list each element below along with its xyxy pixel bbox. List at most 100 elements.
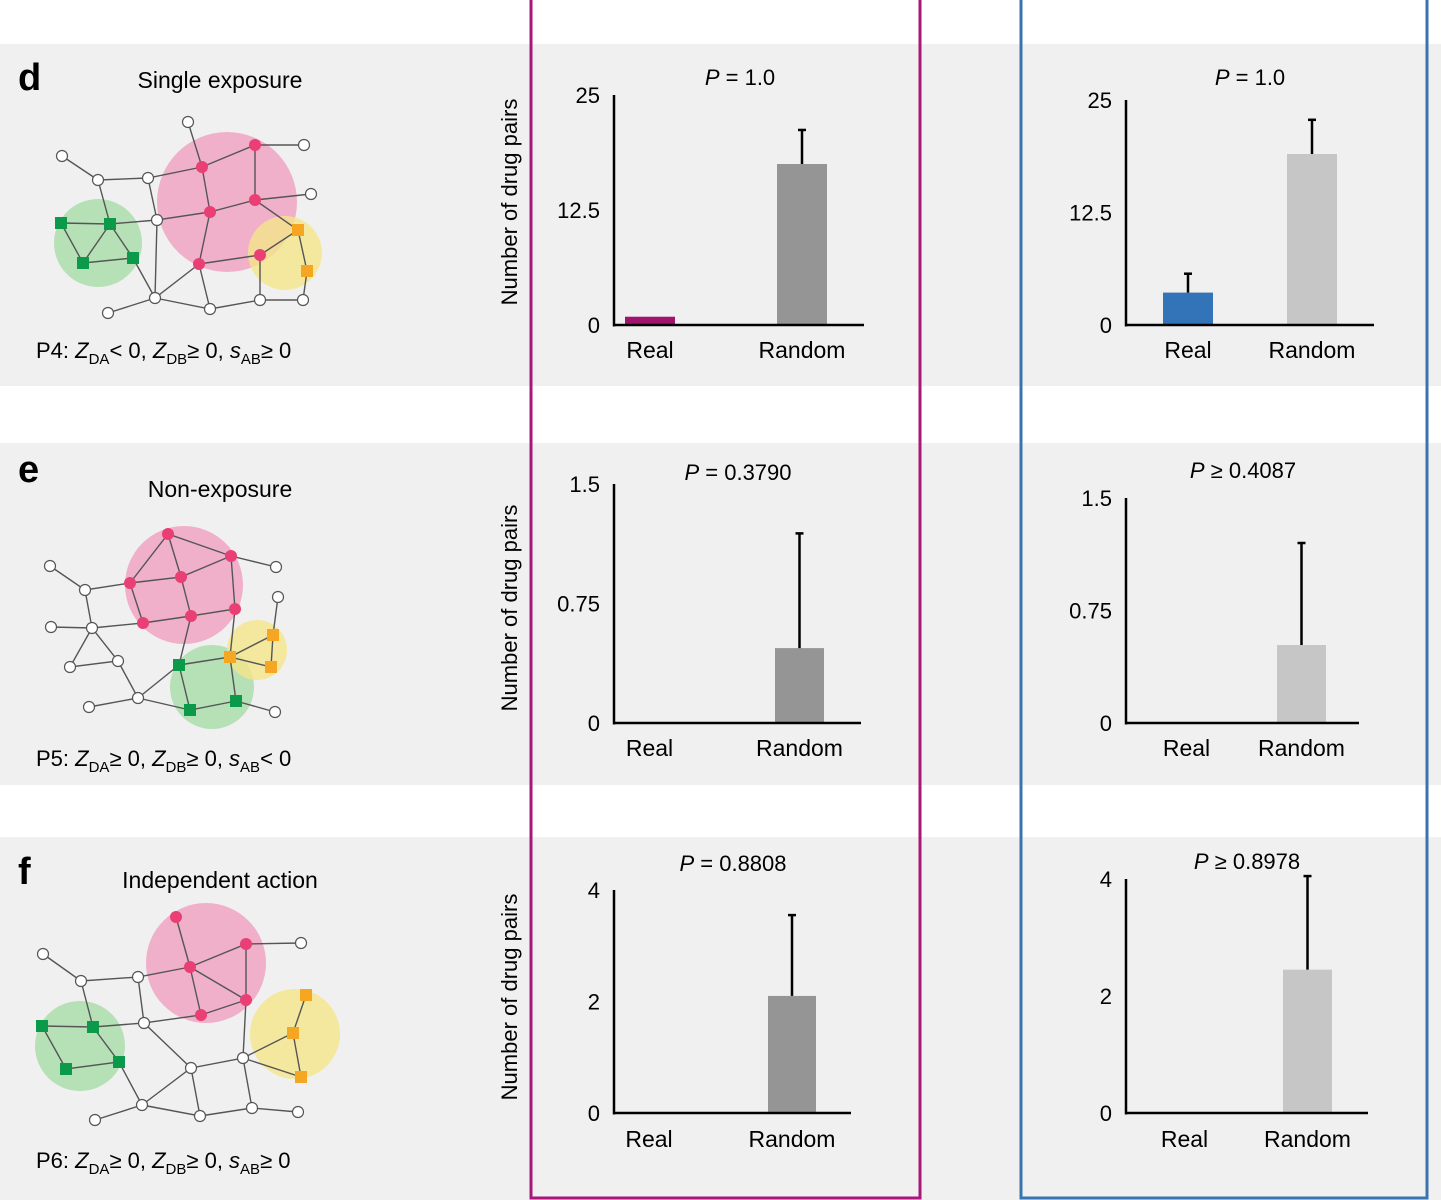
node bbox=[148, 291, 162, 305]
row-e-labels: e Non-exposure P5: ZDA≥ 0, ZDB≥ 0, sAB< … bbox=[18, 449, 292, 776]
chart-f-right: 0 2 4 Real Random P ≥ 0.8978 bbox=[1100, 849, 1368, 1152]
node bbox=[297, 138, 311, 152]
node bbox=[181, 115, 195, 129]
network-nodes bbox=[55, 115, 318, 320]
row-f-labels: f Independent action P6: ZDA≥ 0, ZDB≥ 0,… bbox=[18, 851, 318, 1178]
y-tick-label: 25 bbox=[1088, 88, 1112, 113]
module-pink bbox=[146, 903, 266, 1023]
cond-sep: , bbox=[217, 1148, 229, 1173]
node bbox=[113, 1056, 125, 1068]
node bbox=[184, 1061, 198, 1075]
node bbox=[131, 970, 145, 984]
x-tick-label-real: Real bbox=[625, 1126, 672, 1152]
node bbox=[78, 583, 92, 597]
cond-z: Z bbox=[74, 746, 90, 771]
node bbox=[127, 252, 139, 264]
node bbox=[101, 306, 115, 320]
bar-random bbox=[777, 164, 827, 325]
node bbox=[82, 700, 96, 714]
node bbox=[301, 265, 313, 277]
node bbox=[240, 994, 252, 1006]
node bbox=[265, 661, 277, 673]
node bbox=[296, 293, 310, 307]
condition-f: P6: ZDA≥ 0, ZDB≥ 0, sAB≥ 0 bbox=[36, 1148, 290, 1178]
node bbox=[287, 1027, 299, 1039]
y-axis-label-f: Number of drug pairs bbox=[497, 894, 522, 1101]
cond-zb-op: ≥ 0 bbox=[187, 338, 217, 363]
node bbox=[304, 187, 318, 201]
cond-sep: , bbox=[141, 338, 153, 363]
node bbox=[137, 1016, 151, 1030]
network-nodes bbox=[36, 911, 312, 1127]
chart-d-left: 0 12.5 25 Real Random P = 1.0 bbox=[557, 65, 864, 363]
node bbox=[268, 705, 282, 719]
chart-e-right: 0 0.75 1.5 Real Random P ≥ 0.4087 bbox=[1069, 458, 1359, 761]
node bbox=[295, 1071, 307, 1083]
y-tick-label: 0 bbox=[1100, 711, 1112, 736]
node bbox=[141, 171, 155, 185]
node bbox=[196, 161, 208, 173]
p-value: = 1.0 bbox=[1230, 65, 1286, 90]
charts: 0 12.5 25 Real Random P = 1.0 0 12.5 25 Real Rando… bbox=[557, 65, 1374, 1152]
cond-s-op: < 0 bbox=[260, 746, 291, 771]
node bbox=[111, 654, 125, 668]
cond-prefix: P6: bbox=[36, 1148, 75, 1173]
node bbox=[294, 936, 308, 950]
node bbox=[229, 603, 241, 615]
node bbox=[254, 249, 266, 261]
cond-sep: , bbox=[140, 1148, 152, 1173]
node bbox=[245, 1101, 259, 1115]
x-tick-label-real: Real bbox=[626, 337, 673, 363]
y-tick-label: 4 bbox=[588, 878, 600, 903]
node bbox=[300, 989, 312, 1001]
p-value: = 0.8808 bbox=[694, 851, 786, 876]
node bbox=[74, 974, 88, 988]
node bbox=[55, 149, 69, 163]
x-tick-label-random: Random bbox=[759, 337, 846, 363]
blue-highlight-box bbox=[1019, 0, 1429, 1200]
node bbox=[269, 560, 283, 574]
node bbox=[204, 206, 216, 218]
p-value-annotation: P = 1.0 bbox=[1215, 65, 1285, 90]
chart-f-left: 0 2 4 Real Random P = 0.8808 bbox=[588, 851, 851, 1152]
node bbox=[184, 961, 196, 973]
y-tick-label: 12.5 bbox=[1069, 201, 1112, 226]
node bbox=[60, 1063, 72, 1075]
panel-bg-f bbox=[0, 837, 1441, 1200]
panel-letter-f: f bbox=[18, 851, 31, 893]
p-symbol: P bbox=[684, 460, 699, 485]
y-tick-label: 1.5 bbox=[1081, 486, 1112, 511]
cond-sub-db: DB bbox=[166, 759, 187, 776]
node bbox=[230, 695, 242, 707]
cond-s: s bbox=[230, 338, 241, 363]
node bbox=[253, 293, 267, 307]
bar-random bbox=[768, 995, 816, 1113]
cond-s-op: ≥ 0 bbox=[260, 1148, 290, 1173]
x-tick-label-real: Real bbox=[626, 735, 673, 761]
cond-prefix: P4: bbox=[36, 338, 75, 363]
node bbox=[184, 704, 196, 716]
node bbox=[291, 1105, 305, 1119]
network-diagram-d bbox=[54, 115, 322, 320]
network-diagram-e bbox=[43, 526, 287, 729]
node bbox=[150, 213, 164, 227]
p-value-annotation: P ≥ 0.4087 bbox=[1190, 458, 1296, 483]
p-value: ≥ 0.8978 bbox=[1209, 849, 1301, 874]
bar-random bbox=[1287, 154, 1337, 325]
cond-za-op: ≥ 0 bbox=[109, 746, 139, 771]
p-value: ≥ 0.4087 bbox=[1205, 458, 1297, 483]
node bbox=[224, 651, 236, 663]
p-symbol: P bbox=[1215, 65, 1230, 90]
node bbox=[55, 217, 67, 229]
y-tick-label: 4 bbox=[1100, 867, 1112, 892]
p-symbol: P bbox=[1194, 849, 1209, 874]
p-value: = 0.3790 bbox=[699, 460, 791, 485]
cond-sub-ab: AB bbox=[240, 759, 260, 776]
magenta-highlight-box bbox=[529, 0, 922, 1200]
node bbox=[162, 528, 174, 540]
cond-s: s bbox=[229, 746, 240, 771]
bar-random bbox=[1277, 645, 1326, 723]
node bbox=[170, 911, 182, 923]
node bbox=[77, 257, 89, 269]
node bbox=[44, 620, 58, 634]
